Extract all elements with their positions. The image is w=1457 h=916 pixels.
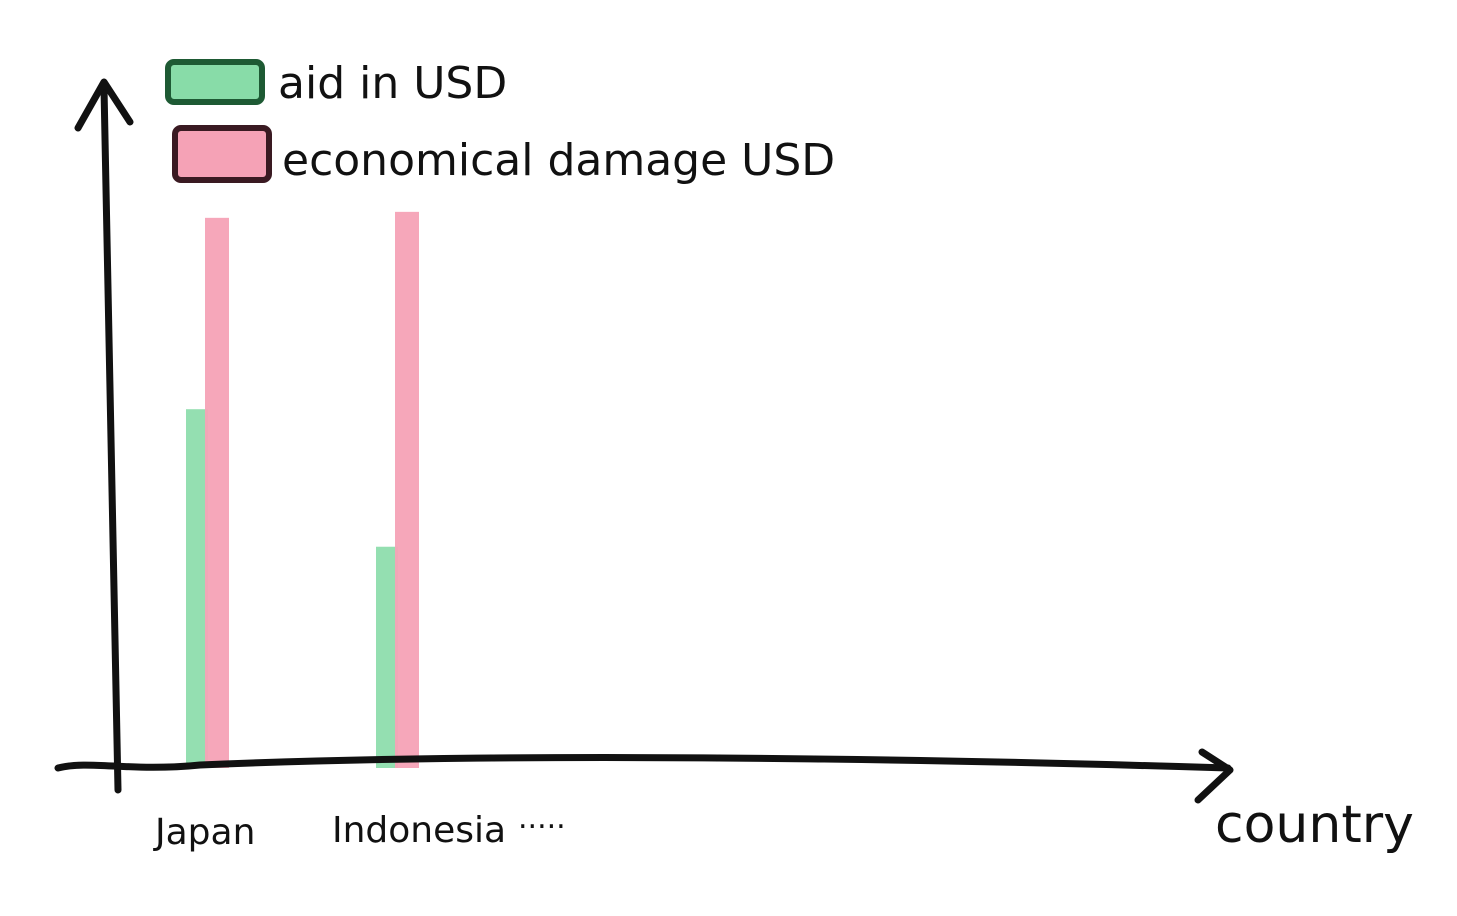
- x-tick-label-indonesia: Indonesia: [332, 810, 506, 851]
- legend: aid in USD economical damage USD: [165, 58, 835, 186]
- x-tick-labels: Japan Indonesia .....: [153, 801, 566, 853]
- x-axis-line: [54, 754, 1232, 772]
- legend-swatch-economical-damage: [172, 125, 272, 183]
- bar-aid-in-usd-japan: [186, 409, 208, 768]
- bar-economical-damage-usd-indonesia: [395, 211, 419, 769]
- x-axis: [54, 748, 1234, 804]
- legend-label-economical-damage: economical damage USD: [282, 135, 835, 186]
- x-axis-title: country: [1215, 795, 1414, 855]
- legend-label-aid: aid in USD: [278, 58, 507, 109]
- bars: [186, 211, 419, 769]
- y-axis-line: [100, 84, 122, 794]
- bar-aid-in-usd-indonesia: [376, 546, 398, 768]
- x-axis-arrowhead: [1194, 748, 1234, 804]
- x-tick-label-japan: Japan: [153, 812, 255, 853]
- bar-economical-damage-usd-japan: [205, 217, 229, 769]
- x-tick-label-ellipsis: .....: [518, 801, 566, 836]
- legend-swatch-aid: [165, 59, 265, 105]
- y-axis: [74, 78, 134, 794]
- y-axis-arrowhead: [74, 78, 134, 132]
